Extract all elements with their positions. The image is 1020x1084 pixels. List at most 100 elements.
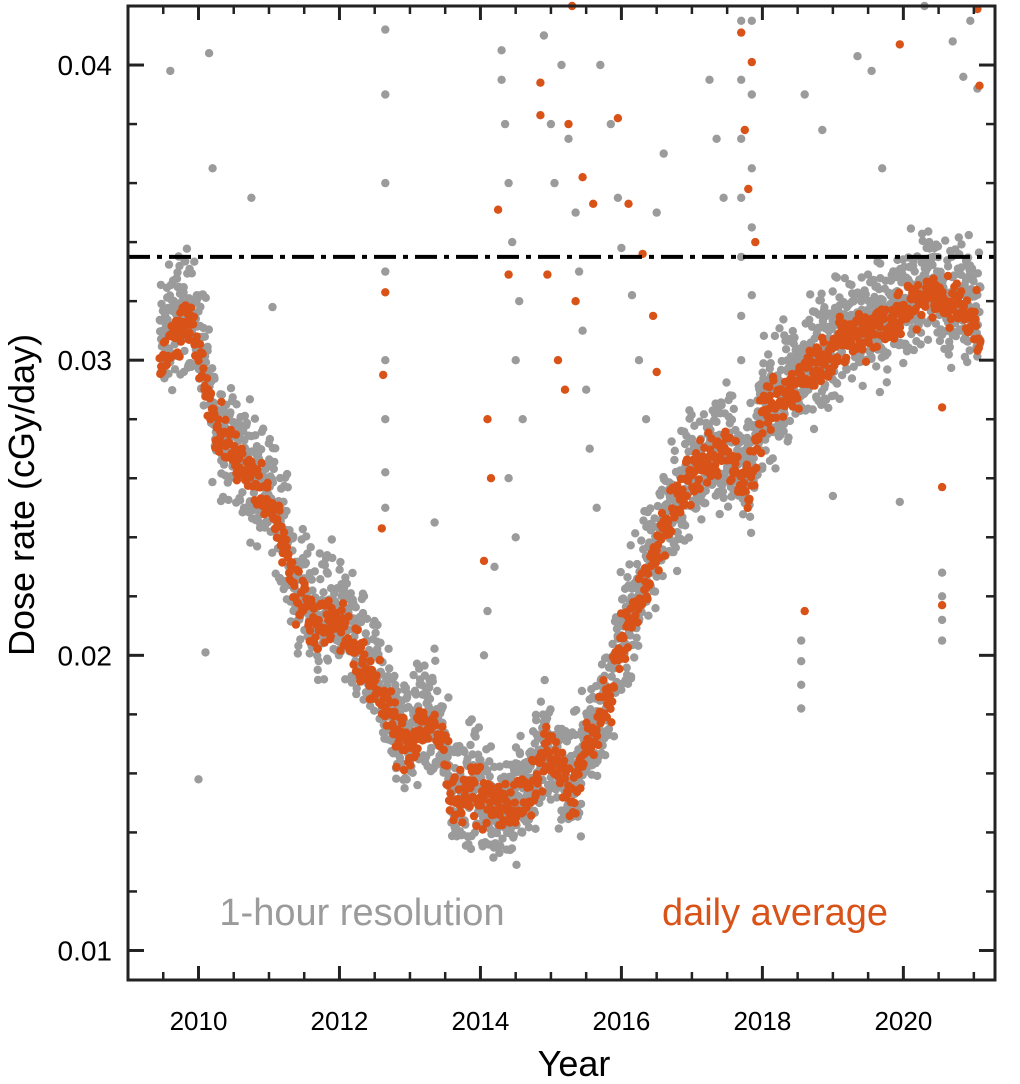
daily-point — [645, 579, 654, 588]
hourly-point — [301, 558, 311, 568]
hourly-point — [671, 543, 680, 552]
hourly-point — [443, 752, 452, 761]
hourly-point — [308, 586, 317, 595]
daily-point — [527, 811, 536, 820]
hourly-point — [947, 363, 956, 373]
daily-outlier-point — [493, 205, 503, 214]
hourly-point — [770, 331, 780, 341]
hourly-outlier-point — [737, 16, 746, 25]
daily-point — [186, 303, 196, 312]
hourly-outlier-point — [500, 119, 510, 129]
hourly-point — [771, 464, 780, 473]
hourly-outlier-point — [578, 326, 587, 335]
hourly-outlier-point — [606, 119, 615, 129]
daily-point — [158, 367, 167, 376]
hourly-point — [969, 277, 978, 286]
x-tick-label: 2018 — [733, 1006, 791, 1036]
hourly-point — [746, 528, 756, 538]
hourly-point — [941, 236, 950, 245]
hourly-point — [431, 656, 440, 665]
hourly-point — [924, 227, 933, 236]
hourly-point — [208, 364, 217, 373]
daily-outlier-point — [571, 297, 580, 306]
hourly-point — [257, 445, 266, 454]
hourly-outlier-point — [712, 134, 721, 143]
hourly-point — [944, 350, 953, 359]
daily-point — [254, 471, 264, 480]
hourly-point — [187, 362, 196, 371]
daily-outlier-point — [486, 474, 496, 483]
daily-point — [188, 320, 198, 329]
hourly-point — [196, 302, 205, 311]
hourly-outlier-point — [895, 497, 904, 507]
daily-outlier-point — [379, 370, 388, 380]
daily-point — [686, 500, 695, 510]
hourly-point — [883, 348, 892, 358]
daily-point — [771, 413, 781, 422]
hourly-point — [837, 347, 847, 356]
hourly-point — [572, 705, 581, 715]
daily-point — [305, 626, 315, 635]
y-tick-label: 0.03 — [58, 345, 113, 376]
hourly-outlier-point — [550, 178, 559, 188]
hourly-outlier-point — [737, 134, 746, 143]
hourly-point — [820, 303, 829, 312]
daily-point — [217, 397, 226, 407]
hourly-point — [341, 675, 350, 684]
daily-point — [189, 312, 199, 322]
daily-point — [972, 285, 981, 295]
daily-point — [619, 633, 628, 643]
daily-point — [231, 430, 241, 439]
hourly-point — [576, 799, 586, 809]
hourly-point — [607, 672, 616, 681]
hourly-outlier-point — [797, 704, 806, 713]
daily-point — [314, 615, 323, 625]
daily-outlier-point — [543, 270, 552, 279]
hourly-point — [190, 257, 199, 266]
hourly-point — [518, 828, 527, 837]
x-tick-label: 2010 — [170, 1006, 228, 1036]
hourly-point — [532, 716, 541, 725]
hourly-point — [928, 260, 937, 270]
daily-point — [594, 740, 603, 750]
hourly-point — [208, 477, 217, 487]
hourly-point — [870, 292, 879, 302]
hourly-point — [637, 536, 646, 545]
daily-outlier-point — [800, 606, 809, 616]
hourly-point — [376, 638, 385, 647]
daily-point — [176, 337, 186, 346]
hourly-outlier-point — [511, 356, 520, 365]
daily-point — [765, 382, 774, 392]
daily-point — [731, 459, 740, 468]
hourly-point — [409, 670, 418, 680]
daily-point — [324, 596, 333, 606]
hourly-point — [245, 395, 255, 404]
hourly-point — [217, 390, 227, 399]
hourly-point — [824, 403, 833, 413]
hourly-point — [869, 275, 878, 285]
daily-outlier-point — [578, 173, 587, 182]
daily-point — [284, 568, 294, 578]
hourly-point — [320, 561, 330, 570]
daily-point — [609, 683, 619, 692]
hourly-point — [857, 273, 866, 282]
hourly-point — [466, 740, 475, 750]
daily-point — [282, 543, 292, 552]
hourly-point — [681, 521, 690, 530]
daily-point — [667, 527, 676, 536]
daily-point — [819, 338, 828, 347]
daily-point — [372, 671, 381, 680]
hourly-point — [182, 244, 192, 253]
daily-point — [470, 778, 479, 787]
hourly-point — [219, 460, 229, 469]
hourly-point — [314, 656, 323, 666]
daily-point — [198, 349, 207, 358]
daily-point — [750, 481, 759, 490]
y-axis: 0.01 0.02 0.03 0.04 — [58, 4, 995, 966]
hourly-point — [586, 705, 595, 714]
hourly-point — [373, 620, 382, 630]
hourly-point — [651, 604, 660, 613]
daily-point — [599, 676, 608, 685]
hourly-point — [204, 325, 213, 334]
daily-outlier-point — [652, 367, 661, 377]
